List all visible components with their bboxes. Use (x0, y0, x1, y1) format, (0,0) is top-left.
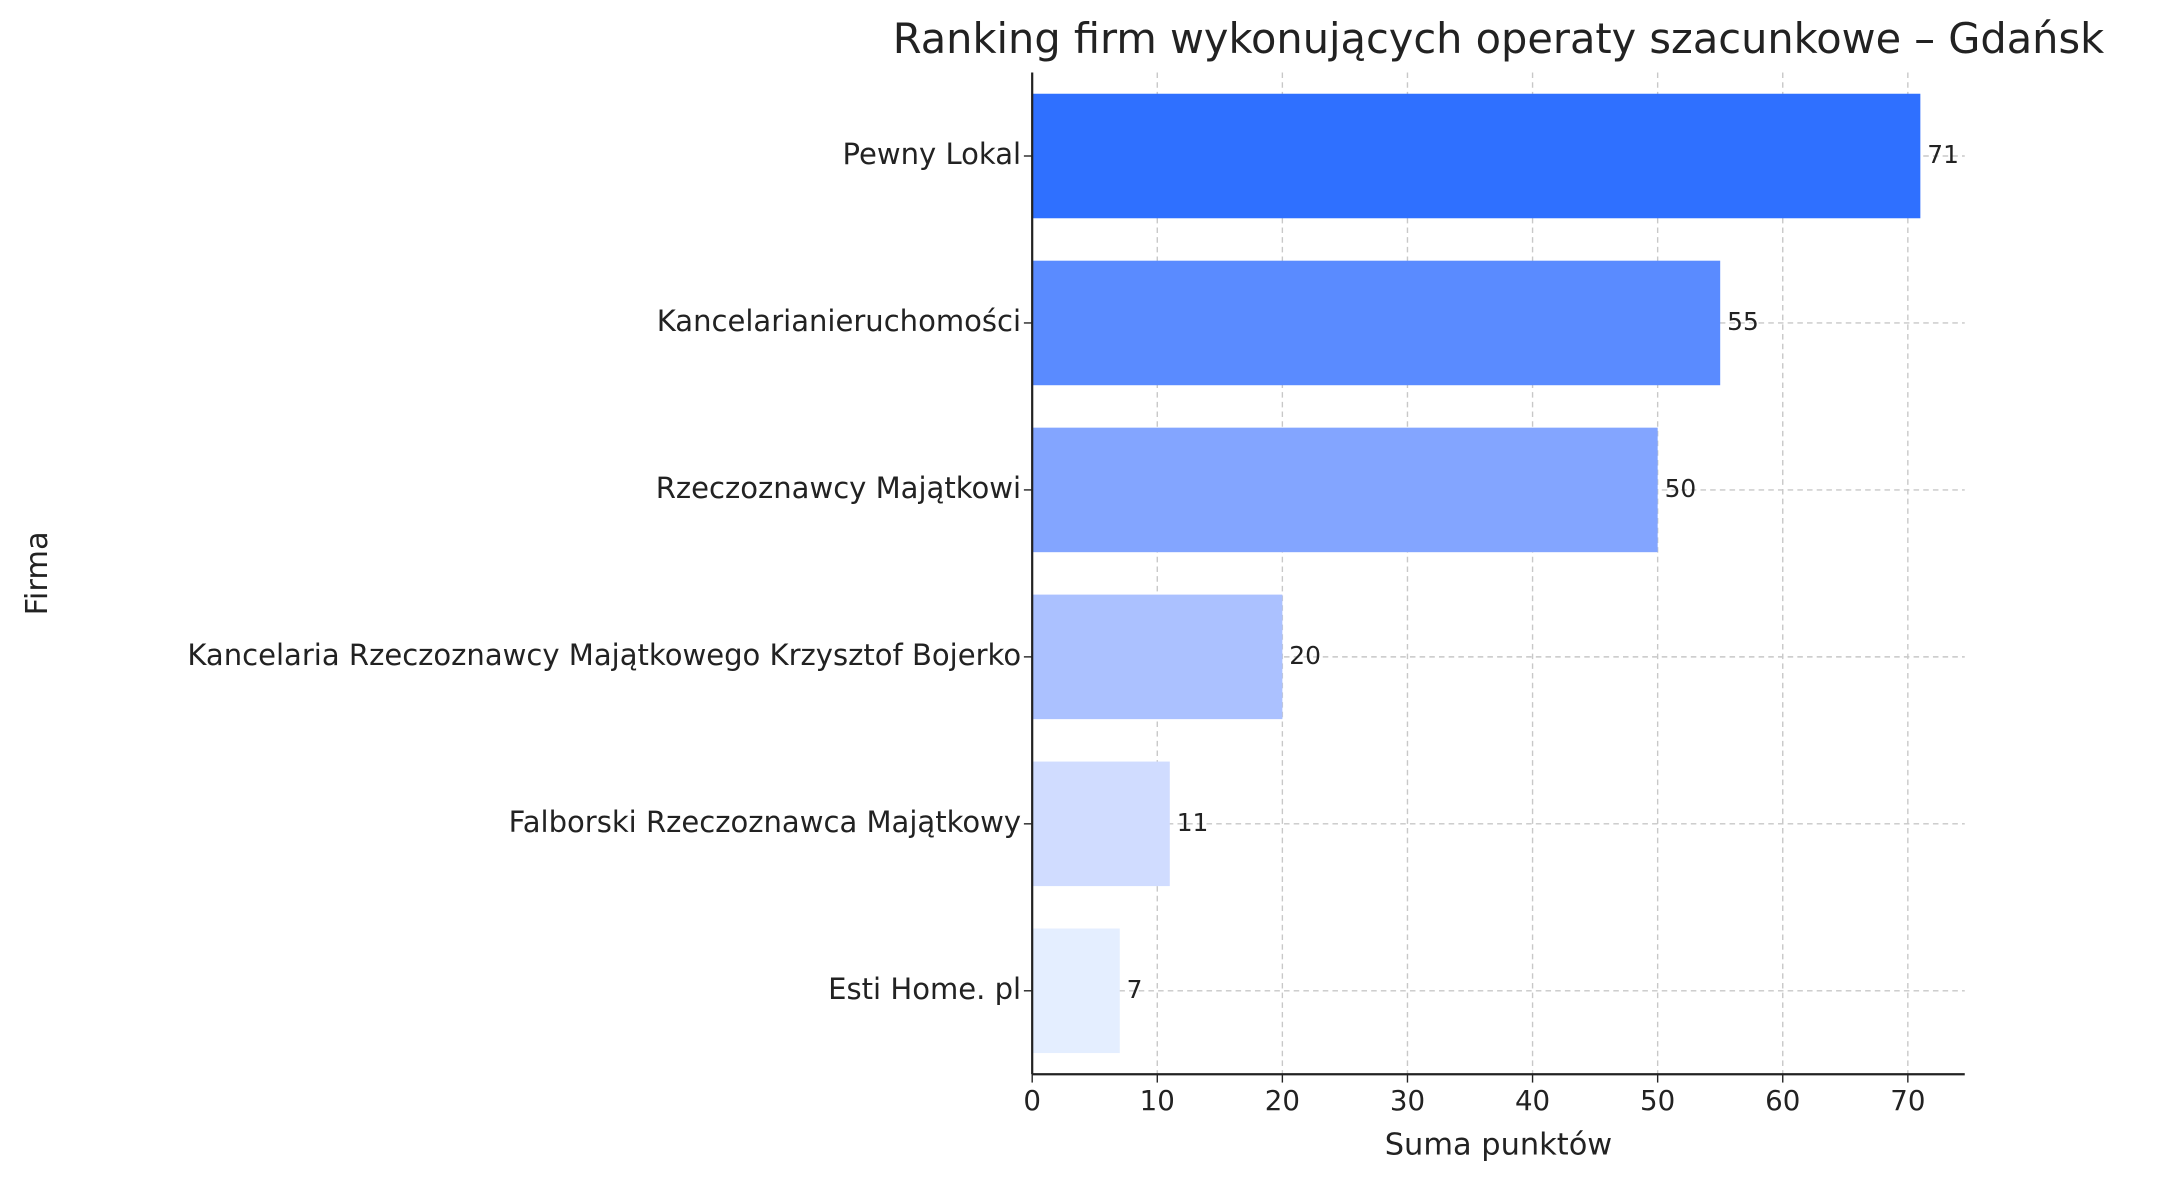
x-tick-label: 0 (1023, 1084, 1041, 1117)
x-tick-label: 20 (1265, 1084, 1300, 1117)
x-tick-label: 40 (1515, 1084, 1550, 1117)
x-axis-label: Suma punktów (1385, 1128, 1612, 1163)
y-tick-label: Kancelarianieruchomości (657, 304, 1021, 338)
bar (1032, 761, 1170, 887)
x-tick-label: 50 (1640, 1084, 1675, 1117)
y-axis-label: Firma (20, 531, 55, 615)
bar (1032, 928, 1120, 1054)
y-tick-label: Esti Home. pl (828, 972, 1021, 1006)
bar (1032, 260, 1721, 386)
y-tick-label: Kancelaria Rzeczoznawcy Majątkowego Krzy… (187, 638, 1021, 672)
y-tick-label: Falborski Rzeczoznawca Majątkowy (509, 805, 1021, 839)
bar (1032, 427, 1658, 553)
value-label: 7 (1127, 975, 1143, 1004)
value-label: 11 (1177, 808, 1209, 837)
y-tick-label: Pewny Lokal (843, 137, 1022, 171)
chart-title: Ranking firm wykonujących operaty szacun… (893, 14, 2104, 63)
value-label: 20 (1289, 641, 1321, 670)
x-tick-label: 30 (1390, 1084, 1425, 1117)
value-label: 71 (1927, 140, 1959, 169)
bar (1032, 93, 1921, 219)
x-tick-label: 60 (1765, 1084, 1800, 1117)
bar (1032, 594, 1283, 720)
x-tick-label: 70 (1890, 1084, 1925, 1117)
y-tick-label: Rzeczoznawcy Majątkowi (656, 471, 1021, 505)
x-tick-label: 10 (1140, 1084, 1175, 1117)
value-label: 50 (1665, 474, 1697, 503)
value-label: 55 (1727, 307, 1759, 336)
